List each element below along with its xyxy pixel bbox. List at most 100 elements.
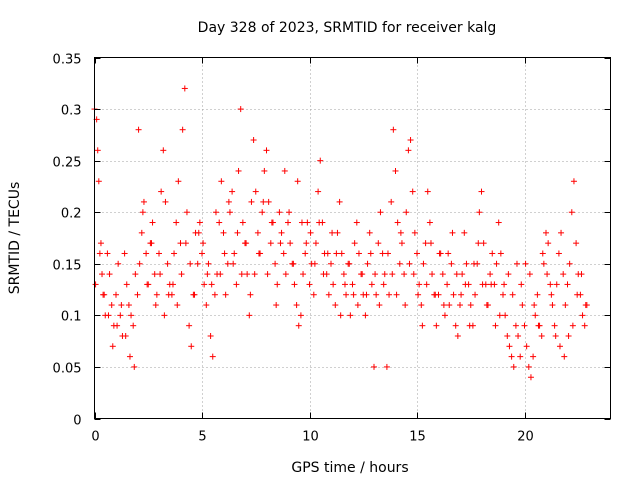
data-point xyxy=(457,302,463,309)
data-point xyxy=(383,363,390,370)
data-point xyxy=(414,250,420,257)
data-point xyxy=(207,332,214,339)
data-point xyxy=(472,291,479,298)
y-tick-label: 0.1 xyxy=(61,310,82,325)
data-point xyxy=(282,271,289,278)
data-point xyxy=(377,209,384,216)
data-point xyxy=(509,291,516,298)
data-point xyxy=(565,332,572,339)
data-point xyxy=(439,271,446,278)
data-point xyxy=(255,250,262,257)
data-point xyxy=(539,250,546,257)
data-point xyxy=(151,271,158,278)
data-point xyxy=(384,250,391,257)
data-point xyxy=(276,209,283,216)
data-point xyxy=(418,302,425,309)
x-axis-title: GPS time / hours xyxy=(291,460,408,476)
data-point xyxy=(286,209,293,216)
data-point xyxy=(401,271,408,278)
data-point xyxy=(508,353,515,360)
data-point xyxy=(560,271,567,278)
data-point xyxy=(407,137,414,144)
data-point xyxy=(416,281,423,288)
data-point xyxy=(325,291,332,298)
data-point xyxy=(397,229,404,236)
data-point xyxy=(248,198,255,205)
data-point xyxy=(502,312,509,319)
data-point xyxy=(243,240,250,247)
data-point xyxy=(372,271,379,278)
data-point xyxy=(140,198,147,205)
y-tick-label: 0.3 xyxy=(61,104,82,119)
data-point xyxy=(452,322,459,329)
x-tick-label: 10 xyxy=(302,430,319,445)
data-point xyxy=(492,322,499,329)
data-point xyxy=(448,260,455,267)
data-point xyxy=(272,260,279,267)
data-points xyxy=(91,85,590,381)
data-point xyxy=(252,188,259,195)
data-point xyxy=(578,271,585,278)
y-tick-label: 0.15 xyxy=(53,259,82,274)
data-point xyxy=(188,343,195,350)
data-point xyxy=(158,188,165,195)
data-point xyxy=(547,281,554,288)
data-point xyxy=(453,271,460,278)
data-point xyxy=(178,271,185,278)
data-point xyxy=(427,240,434,247)
data-point xyxy=(478,188,485,195)
data-point xyxy=(581,322,588,329)
data-point xyxy=(373,291,380,298)
data-point xyxy=(200,240,207,247)
data-point xyxy=(208,281,215,288)
data-point xyxy=(562,302,569,309)
data-point xyxy=(538,332,545,339)
data-point xyxy=(544,271,551,278)
data-point xyxy=(274,281,281,288)
data-point xyxy=(479,281,486,288)
data-point xyxy=(527,374,534,381)
data-point xyxy=(523,343,530,350)
data-point xyxy=(476,209,483,216)
data-point xyxy=(132,271,139,278)
data-point xyxy=(569,322,576,329)
data-point xyxy=(409,188,416,195)
data-point xyxy=(131,363,138,370)
data-point xyxy=(285,219,291,226)
data-point xyxy=(220,229,227,236)
data-point xyxy=(410,271,417,278)
data-point xyxy=(217,271,224,278)
data-point xyxy=(136,260,143,267)
data-point xyxy=(566,260,573,267)
data-point xyxy=(179,126,186,133)
data-point xyxy=(540,260,547,267)
data-point xyxy=(97,240,104,247)
data-point xyxy=(551,322,558,329)
data-point xyxy=(359,271,366,278)
data-point xyxy=(405,147,412,154)
data-point xyxy=(552,332,559,339)
data-point xyxy=(254,229,261,236)
data-point xyxy=(330,281,337,288)
data-point xyxy=(346,260,353,267)
data-point xyxy=(415,291,422,298)
data-point xyxy=(209,353,216,360)
data-point xyxy=(497,250,504,257)
data-point xyxy=(454,332,461,339)
data-point xyxy=(543,229,549,236)
data-point xyxy=(368,281,375,288)
data-point xyxy=(148,240,155,247)
data-point xyxy=(239,219,246,226)
data-point xyxy=(268,219,275,226)
data-point xyxy=(366,229,373,236)
grid-lines xyxy=(94,57,611,419)
data-point xyxy=(234,229,241,236)
data-point xyxy=(169,281,176,288)
plot-frame xyxy=(94,57,611,419)
data-point xyxy=(406,260,413,267)
data-point xyxy=(353,219,360,226)
data-point xyxy=(171,250,178,257)
data-point xyxy=(134,291,141,298)
data-point xyxy=(183,209,190,216)
data-point xyxy=(118,302,125,309)
